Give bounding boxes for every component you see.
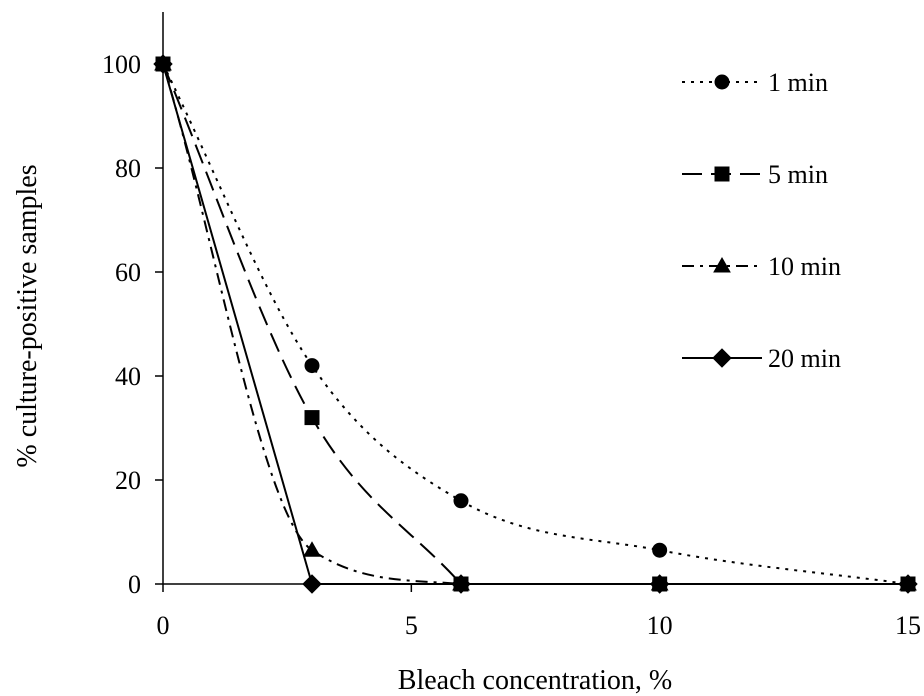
x-tick-label: 15 xyxy=(895,611,921,640)
data-point xyxy=(304,358,320,374)
data-point xyxy=(649,574,670,594)
series-10-min xyxy=(154,54,917,591)
legend-marker xyxy=(713,256,731,273)
y-axis-title: % culture-positive samples xyxy=(12,164,43,467)
series-20-min xyxy=(153,54,918,594)
legend-item: 20 min xyxy=(682,344,841,373)
y-tick-label: 100 xyxy=(102,50,141,79)
legend: 1 min 5 min 10 min 20 min xyxy=(682,68,841,373)
y-tick-label: 80 xyxy=(115,154,141,183)
legend-label: 1 min xyxy=(768,68,828,97)
series-1-min xyxy=(155,56,916,592)
axes: 0 20 40 60 80 100 0 5 10 15 xyxy=(102,12,921,640)
legend-item: 5 min xyxy=(682,160,828,189)
x-axis-title: Bleach concentration, % xyxy=(398,665,672,696)
data-point xyxy=(451,574,471,594)
series-line xyxy=(162,63,908,585)
y-tick-label: 20 xyxy=(115,466,141,495)
legend-label: 5 min xyxy=(768,160,828,189)
data-point xyxy=(898,574,918,594)
series-line xyxy=(162,63,908,585)
legend-marker xyxy=(712,348,732,368)
y-tick-label: 60 xyxy=(115,258,141,287)
legend-marker xyxy=(714,166,730,182)
legend-item: 1 min xyxy=(682,68,828,97)
data-point xyxy=(303,541,321,557)
series-layer xyxy=(153,54,918,594)
series-5-min xyxy=(155,56,916,592)
data-point xyxy=(453,493,469,509)
data-point xyxy=(304,410,320,426)
x-tick-label: 5 xyxy=(405,611,418,640)
x-tick-label: 10 xyxy=(647,611,673,640)
legend-label: 10 min xyxy=(768,252,841,281)
legend-item: 10 min xyxy=(682,252,841,281)
x-tick-label: 0 xyxy=(157,611,170,640)
y-tick-label: 40 xyxy=(115,362,141,391)
series-line xyxy=(162,63,909,585)
series-line xyxy=(162,63,908,585)
data-point xyxy=(302,574,322,594)
data-point xyxy=(652,542,668,558)
y-tick-label: 0 xyxy=(128,570,141,599)
legend-label: 20 min xyxy=(768,344,841,373)
data-point xyxy=(153,54,173,74)
legend-marker xyxy=(714,74,730,90)
